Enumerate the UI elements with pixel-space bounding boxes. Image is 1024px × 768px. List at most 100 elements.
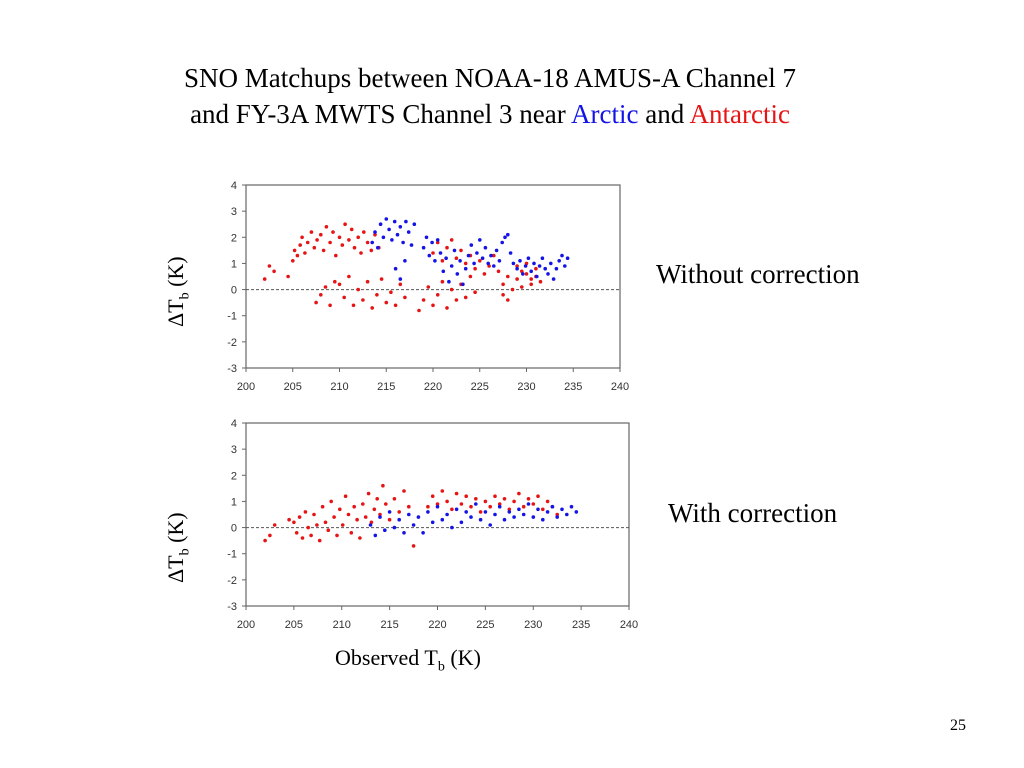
point-antarctic bbox=[435, 502, 440, 506]
point-antarctic bbox=[473, 266, 477, 271]
point-antarctic bbox=[351, 303, 356, 308]
point-antarctic bbox=[506, 274, 510, 279]
point-antarctic bbox=[398, 282, 403, 287]
point-arctic bbox=[550, 504, 555, 509]
point-antarctic bbox=[393, 303, 398, 308]
point-antarctic bbox=[496, 269, 501, 274]
point-antarctic bbox=[459, 502, 464, 506]
y-tick-label: 3 bbox=[231, 206, 237, 218]
point-arctic bbox=[545, 510, 550, 514]
point-arctic bbox=[459, 520, 464, 525]
point-antarctic bbox=[347, 274, 351, 279]
point-arctic bbox=[435, 504, 440, 509]
point-arctic bbox=[392, 525, 397, 530]
point-arctic bbox=[563, 264, 567, 268]
point-antarctic bbox=[440, 279, 445, 284]
y-tick-label: 4 bbox=[231, 418, 237, 430]
point-arctic bbox=[438, 251, 443, 255]
point-arctic bbox=[526, 256, 531, 261]
point-arctic bbox=[387, 510, 392, 514]
point-antarctic bbox=[497, 502, 502, 506]
point-arctic bbox=[517, 507, 521, 512]
slide-title: SNO Matchups between NOAA-18 AMUS-A Chan… bbox=[0, 60, 980, 132]
point-antarctic bbox=[529, 277, 533, 281]
point-antarctic bbox=[292, 248, 297, 253]
point-antarctic bbox=[328, 240, 332, 245]
y-tick-label: -3 bbox=[227, 601, 237, 613]
point-antarctic bbox=[501, 282, 505, 287]
x-tick-label: 205 bbox=[285, 619, 303, 631]
point-arctic bbox=[426, 510, 430, 514]
page-number: 25 bbox=[950, 717, 966, 734]
point-arctic bbox=[529, 269, 533, 274]
point-antarctic bbox=[309, 230, 314, 234]
point-arctic bbox=[464, 510, 469, 514]
point-antarctic bbox=[356, 235, 361, 240]
point-arctic bbox=[452, 248, 457, 253]
x-tick-label: 225 bbox=[476, 619, 494, 631]
x-tick-label: 240 bbox=[611, 381, 629, 393]
point-arctic bbox=[515, 266, 519, 271]
point-antarctic bbox=[342, 295, 347, 300]
point-antarctic bbox=[469, 504, 473, 509]
point-antarctic bbox=[459, 248, 463, 253]
point-antarctic bbox=[521, 504, 526, 509]
point-antarctic bbox=[378, 512, 382, 517]
y-tick-label: 0 bbox=[231, 285, 237, 297]
point-arctic bbox=[555, 515, 559, 519]
point-arctic bbox=[387, 227, 391, 232]
point-arctic bbox=[421, 245, 426, 250]
point-antarctic bbox=[331, 230, 335, 234]
point-antarctic bbox=[493, 494, 497, 499]
point-antarctic bbox=[435, 240, 440, 245]
point-arctic bbox=[536, 507, 540, 512]
point-antarctic bbox=[329, 499, 334, 504]
point-arctic bbox=[411, 523, 416, 527]
point-antarctic bbox=[309, 533, 313, 538]
point-antarctic bbox=[488, 504, 493, 509]
point-arctic bbox=[497, 259, 502, 263]
point-arctic bbox=[430, 520, 435, 525]
point-arctic bbox=[569, 504, 574, 509]
point-arctic bbox=[483, 245, 488, 250]
point-antarctic bbox=[474, 497, 478, 501]
point-arctic bbox=[376, 245, 380, 250]
point-antarctic bbox=[295, 253, 300, 258]
point-antarctic bbox=[365, 279, 370, 284]
point-antarctic bbox=[319, 293, 323, 297]
point-antarctic bbox=[468, 274, 473, 279]
point-arctic bbox=[474, 502, 478, 506]
point-antarctic bbox=[324, 225, 329, 229]
y-axis-label-top: ΔTb (K) bbox=[163, 256, 193, 327]
point-antarctic bbox=[321, 248, 326, 253]
point-antarctic bbox=[337, 282, 342, 287]
point-antarctic bbox=[300, 235, 304, 240]
point-arctic bbox=[445, 512, 449, 517]
point-arctic bbox=[392, 219, 397, 224]
point-antarctic bbox=[343, 222, 347, 226]
point-arctic bbox=[435, 238, 440, 242]
point-antarctic bbox=[267, 264, 272, 268]
point-arctic bbox=[537, 264, 542, 268]
point-arctic bbox=[507, 510, 512, 514]
point-antarctic bbox=[287, 517, 291, 522]
point-antarctic bbox=[440, 259, 445, 263]
point-antarctic bbox=[449, 287, 454, 292]
point-antarctic bbox=[555, 512, 559, 517]
point-antarctic bbox=[286, 274, 290, 279]
plot-frame bbox=[245, 184, 621, 369]
point-arctic bbox=[402, 531, 406, 535]
point-arctic bbox=[540, 256, 545, 261]
point-arctic bbox=[508, 251, 513, 255]
x-axis-label: Observed Tb (K) bbox=[335, 645, 481, 675]
point-antarctic bbox=[272, 269, 276, 274]
point-antarctic bbox=[375, 293, 379, 297]
point-antarctic bbox=[536, 494, 540, 499]
y-tick-label: 4 bbox=[231, 180, 237, 192]
point-arctic bbox=[506, 232, 510, 237]
point-antarctic bbox=[545, 499, 550, 504]
point-arctic bbox=[433, 259, 437, 263]
point-antarctic bbox=[445, 245, 449, 250]
point-antarctic bbox=[291, 259, 295, 263]
panel-label-with-correction: With correction bbox=[668, 498, 838, 528]
